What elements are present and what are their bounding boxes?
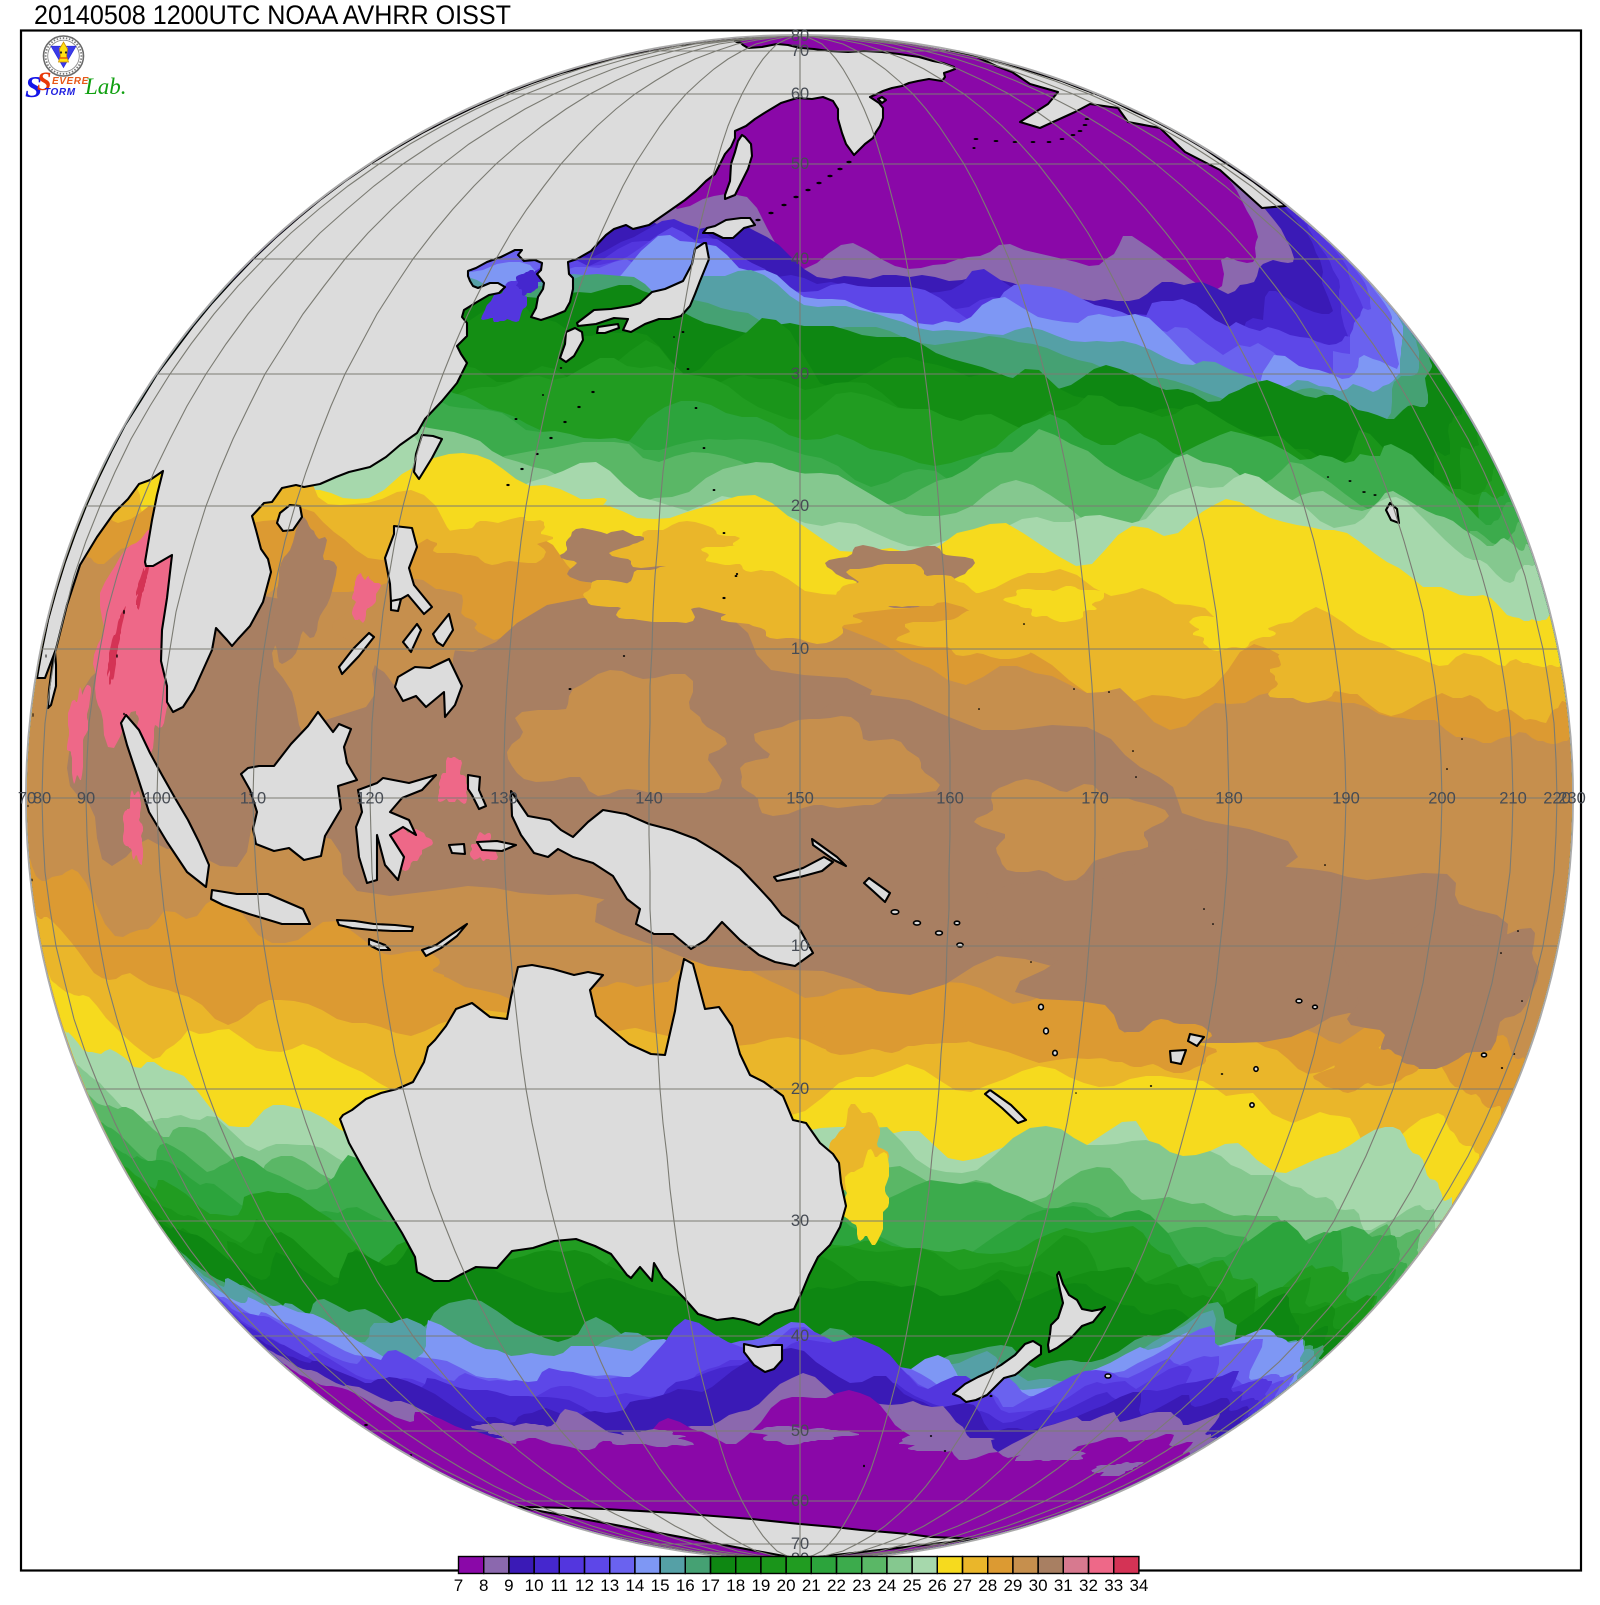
svg-text:EVERE: EVERE <box>52 76 89 87</box>
svg-text:210: 210 <box>1499 790 1527 808</box>
svg-text:9: 9 <box>504 1576 513 1595</box>
svg-text:170: 170 <box>1081 790 1109 808</box>
svg-text:32: 32 <box>1079 1576 1098 1595</box>
svg-text:70: 70 <box>791 1535 809 1553</box>
svg-text:24: 24 <box>877 1576 896 1595</box>
svg-text:30: 30 <box>1029 1576 1048 1595</box>
svg-text:13: 13 <box>600 1576 619 1595</box>
svg-text:130: 130 <box>490 790 518 808</box>
svg-text:20: 20 <box>791 497 809 515</box>
svg-text:23: 23 <box>852 1576 871 1595</box>
svg-text:140: 140 <box>635 790 663 808</box>
svg-text:28: 28 <box>978 1576 997 1595</box>
svg-text:50: 50 <box>791 155 809 173</box>
svg-text:34: 34 <box>1129 1576 1148 1595</box>
svg-text:20: 20 <box>791 1080 809 1098</box>
svg-text:60: 60 <box>791 1492 809 1510</box>
svg-text:26: 26 <box>928 1576 947 1595</box>
svg-text:100: 100 <box>143 790 171 808</box>
svg-text:S: S <box>37 67 51 96</box>
svg-text:22: 22 <box>827 1576 846 1595</box>
svg-text:60: 60 <box>791 85 809 103</box>
svg-text:8: 8 <box>479 1576 488 1595</box>
svg-text:90: 90 <box>77 790 95 808</box>
svg-text:160: 160 <box>936 790 964 808</box>
svg-text:31: 31 <box>1054 1576 1073 1595</box>
svg-text:Lab.: Lab. <box>84 74 127 99</box>
svg-text:12: 12 <box>575 1576 594 1595</box>
svg-text:70: 70 <box>18 790 36 808</box>
svg-text:33: 33 <box>1104 1576 1123 1595</box>
svg-text:17: 17 <box>701 1576 720 1595</box>
svg-text:230: 230 <box>1558 790 1586 808</box>
svg-text:80: 80 <box>33 790 51 808</box>
svg-text:15: 15 <box>651 1576 670 1595</box>
svg-text:20: 20 <box>777 1576 796 1595</box>
svg-text:14: 14 <box>625 1576 644 1595</box>
svg-text:27: 27 <box>953 1576 972 1595</box>
svg-text:10: 10 <box>791 937 809 955</box>
svg-text:S: S <box>25 69 42 104</box>
svg-text:190: 190 <box>1332 790 1360 808</box>
svg-text:120: 120 <box>356 790 384 808</box>
svg-text:80: 80 <box>791 27 809 45</box>
svg-text:220: 220 <box>1543 790 1571 808</box>
svg-text:18: 18 <box>726 1576 745 1595</box>
svg-text:50: 50 <box>791 1422 809 1440</box>
svg-text:10: 10 <box>525 1576 544 1595</box>
svg-text:180: 180 <box>1215 790 1243 808</box>
svg-text:30: 30 <box>791 365 809 383</box>
svg-text:TORM: TORM <box>44 87 76 98</box>
svg-text:40: 40 <box>791 1327 809 1345</box>
svg-text:70: 70 <box>791 42 809 60</box>
svg-text:30: 30 <box>791 1212 809 1230</box>
svg-text:40: 40 <box>791 250 809 268</box>
svg-text:16: 16 <box>676 1576 695 1595</box>
svg-text:200: 200 <box>1428 790 1456 808</box>
svg-text:25: 25 <box>903 1576 922 1595</box>
svg-text:19: 19 <box>751 1576 770 1595</box>
svg-text:20140508 1200UTC NOAA AVHRR OI: 20140508 1200UTC NOAA AVHRR OISST <box>34 0 511 30</box>
svg-text:29: 29 <box>1003 1576 1022 1595</box>
svg-text:21: 21 <box>802 1576 821 1595</box>
svg-text:7: 7 <box>454 1576 463 1595</box>
svg-text:10: 10 <box>791 640 809 658</box>
svg-text:11: 11 <box>550 1576 568 1595</box>
svg-text:150: 150 <box>786 790 814 808</box>
svg-text:110: 110 <box>240 790 266 808</box>
